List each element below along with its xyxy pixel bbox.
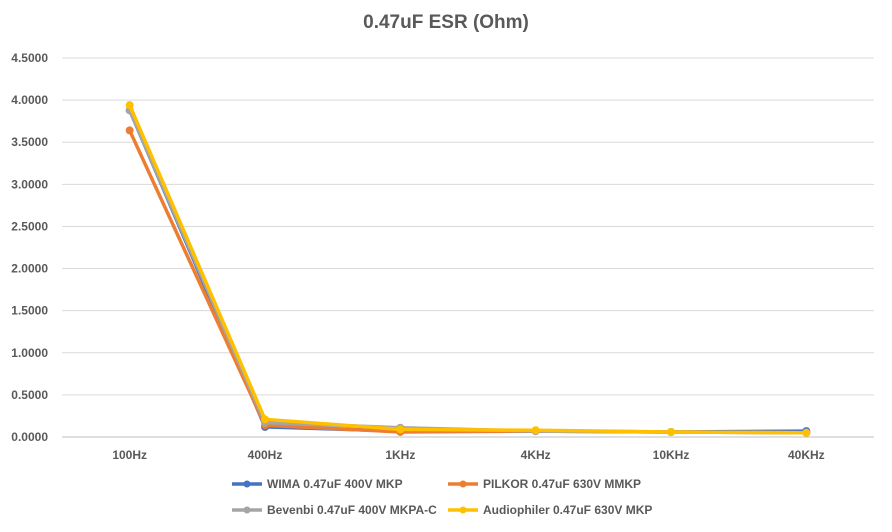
legend-label: Audiophiler 0.47uF 630V MKP (483, 503, 652, 517)
y-tick-label: 1.0000 (11, 346, 48, 360)
legend-label: Bevenbi 0.47uF 400V MKPA-C (267, 503, 437, 517)
x-tick-label: 100Hz (112, 448, 147, 462)
y-tick-label: 0.5000 (11, 388, 48, 402)
y-tick-label: 2.5000 (11, 219, 48, 233)
y-tick-label: 1.5000 (11, 304, 48, 318)
series-line-3 (127, 108, 809, 435)
data-point (261, 415, 269, 424)
y-tick-label: 2.0000 (11, 262, 48, 276)
y-tick-label: 0.0000 (11, 430, 48, 444)
data-point (667, 427, 675, 436)
series-line-4 (127, 103, 809, 435)
legend-marker (243, 506, 251, 514)
legend-marker (459, 506, 467, 514)
legend-label: PILKOR 0.47uF 630V MMKP (483, 477, 641, 491)
x-tick-label: 4KHz (521, 448, 551, 462)
legend-label: WIMA 0.47uF 400V MKP (267, 477, 403, 491)
data-point (802, 428, 811, 437)
y-tick-label: 4.5000 (11, 51, 48, 65)
x-tick-label: 1KHz (385, 448, 415, 462)
chart-title: 0.47uF ESR (Ohm) (363, 12, 529, 33)
x-tick-label: 40KHz (788, 448, 825, 462)
y-tick-label: 3.0000 (11, 177, 48, 191)
x-tick-label: 400Hz (248, 448, 283, 462)
legend-marker (459, 480, 467, 488)
data-point (396, 425, 405, 434)
series-line-1 (127, 108, 809, 434)
data-point (125, 101, 134, 110)
y-tick-label: 3.5000 (11, 135, 48, 149)
legend-marker (243, 480, 251, 488)
y-tick-label: 4.0000 (11, 93, 48, 107)
x-tick-label: 10KHz (653, 448, 690, 462)
data-point (531, 426, 540, 435)
data-point (125, 126, 134, 135)
series-line-2 (127, 128, 809, 435)
